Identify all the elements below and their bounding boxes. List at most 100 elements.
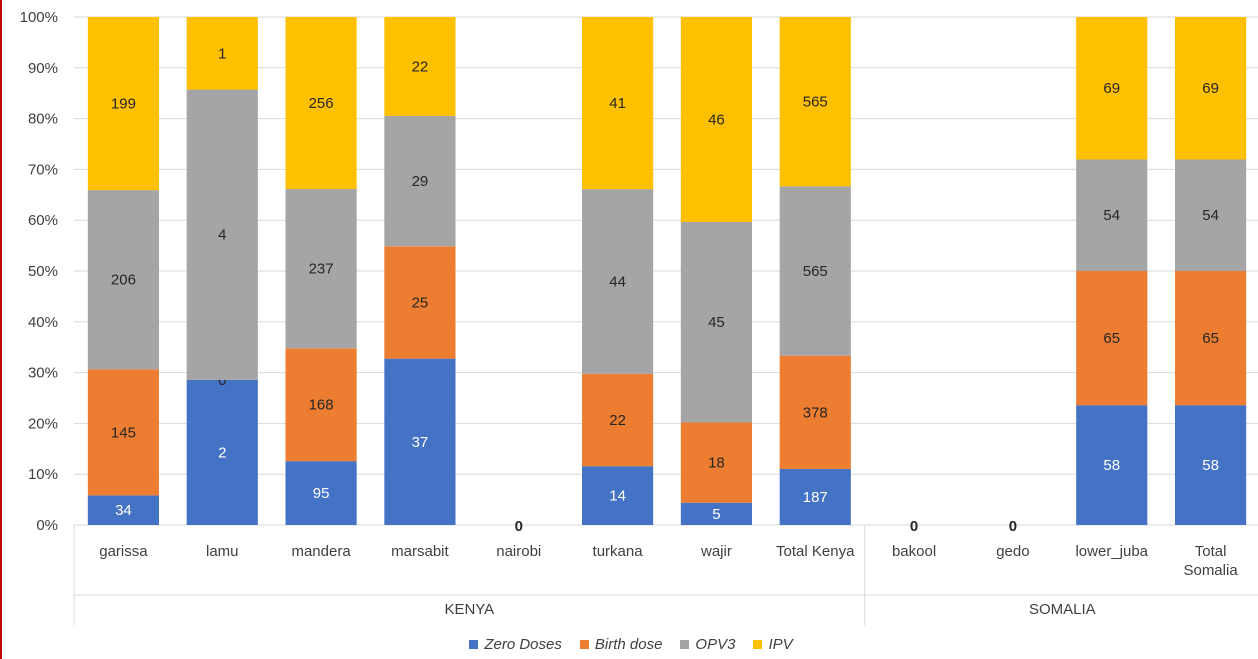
data-label: 58 bbox=[1202, 457, 1219, 474]
data-label: 95 bbox=[313, 485, 330, 502]
bar-segment-ipv bbox=[285, 17, 357, 190]
data-label: 0 bbox=[515, 518, 523, 535]
data-label: 168 bbox=[309, 397, 334, 414]
data-label: 237 bbox=[309, 261, 334, 278]
bar-segment-zero-doses bbox=[779, 468, 851, 525]
bar-segment-opv3 bbox=[779, 186, 851, 356]
bar-segment-zero-doses bbox=[1076, 405, 1148, 525]
data-label: 41 bbox=[609, 95, 626, 112]
legend-swatch bbox=[469, 640, 479, 649]
data-label: 565 bbox=[803, 263, 828, 280]
legend: Zero Doses Birth dose OPV3 IPV bbox=[2, 636, 1258, 653]
bar-segment-opv3 bbox=[582, 189, 654, 374]
data-label: 0 bbox=[1009, 518, 1017, 535]
data-label: 5 bbox=[712, 506, 720, 523]
bar-segment-opv3 bbox=[384, 115, 456, 247]
data-label: 22 bbox=[609, 412, 626, 429]
bar-segment-birth-dose bbox=[87, 369, 159, 496]
bar-segment-zero-doses bbox=[87, 495, 159, 525]
stacked-bar-chart: 0%10%20%30%40%50%60%70%80%90%100%3414520… bbox=[20, 9, 1258, 625]
legend-item: Birth dose bbox=[579, 636, 663, 653]
bar-segment-zero-doses bbox=[384, 358, 456, 525]
y-tick-label: 0% bbox=[36, 517, 58, 534]
category-label: bakool bbox=[892, 543, 936, 560]
category-label: Total bbox=[1195, 543, 1227, 560]
data-label: 54 bbox=[1202, 207, 1219, 224]
data-label: 65 bbox=[1202, 330, 1219, 347]
bar-segment-birth-dose bbox=[384, 246, 456, 359]
data-label: 69 bbox=[1103, 80, 1120, 97]
legend-label: Birth dose bbox=[594, 636, 663, 653]
bar-segment-ipv bbox=[582, 17, 654, 190]
bar-segment-zero-doses bbox=[186, 379, 258, 525]
y-tick-label: 50% bbox=[28, 263, 58, 280]
data-label: 1 bbox=[218, 45, 226, 62]
group-label: SOMALIA bbox=[1029, 601, 1096, 618]
data-label: 58 bbox=[1103, 457, 1120, 474]
data-label: 4 bbox=[218, 227, 226, 244]
category-label: lower_juba bbox=[1075, 543, 1148, 560]
data-label: 199 bbox=[111, 96, 136, 113]
data-label: 69 bbox=[1202, 80, 1219, 97]
bar-segment-zero-doses bbox=[285, 461, 357, 525]
category-label: gedo bbox=[996, 543, 1029, 560]
data-label: 44 bbox=[609, 273, 626, 290]
data-label: 22 bbox=[412, 58, 429, 75]
bar-segment-ipv bbox=[186, 17, 258, 90]
group-label: KENYA bbox=[444, 601, 494, 618]
bar-segment-opv3 bbox=[680, 221, 752, 423]
legend-item: IPV bbox=[753, 636, 793, 653]
y-tick-label: 60% bbox=[28, 212, 58, 229]
legend-label: Zero Doses bbox=[484, 636, 562, 653]
y-tick-label: 100% bbox=[20, 9, 58, 26]
category-label: garissa bbox=[99, 543, 148, 560]
data-label: 0 bbox=[910, 518, 918, 535]
bar-segment-opv3 bbox=[285, 189, 357, 349]
data-label: 45 bbox=[708, 314, 725, 331]
data-label: 256 bbox=[309, 95, 334, 112]
data-label: 378 bbox=[803, 404, 828, 421]
bar-segment-zero-doses bbox=[1175, 405, 1247, 525]
data-label: 54 bbox=[1103, 207, 1120, 224]
y-tick-label: 30% bbox=[28, 365, 58, 382]
bar-segment-zero-doses bbox=[680, 502, 752, 525]
bar-segment-birth-dose bbox=[680, 422, 752, 503]
category-label: nairobi bbox=[496, 543, 541, 560]
bar-segment-birth-dose bbox=[582, 373, 654, 467]
y-tick-label: 90% bbox=[28, 60, 58, 77]
bar-segment-ipv bbox=[1076, 17, 1148, 160]
bar-segment-zero-doses bbox=[582, 466, 654, 525]
legend-label: OPV3 bbox=[695, 636, 736, 653]
bar-segment-ipv bbox=[680, 17, 752, 222]
data-label: 187 bbox=[803, 489, 828, 506]
legend-item: Zero Doses bbox=[469, 636, 562, 653]
data-label: 2 bbox=[218, 444, 226, 461]
bar-segment-birth-dose bbox=[779, 355, 851, 469]
bar-segment-birth-dose bbox=[1175, 271, 1247, 406]
category-label: Somalia bbox=[1183, 562, 1238, 579]
legend-item: OPV3 bbox=[680, 636, 735, 653]
data-label: 18 bbox=[708, 455, 725, 472]
bar-segment-opv3 bbox=[1076, 159, 1148, 271]
category-label: lamu bbox=[206, 543, 239, 560]
bar-segment-opv3 bbox=[87, 190, 159, 370]
category-label: Total Kenya bbox=[776, 543, 855, 560]
data-label: 46 bbox=[708, 111, 725, 128]
y-tick-label: 70% bbox=[28, 161, 58, 178]
y-tick-label: 40% bbox=[28, 314, 58, 331]
bar-segment-ipv bbox=[779, 17, 851, 187]
bar-segment-ipv bbox=[384, 17, 456, 116]
data-label: 206 bbox=[111, 272, 136, 289]
bar-segment-ipv bbox=[87, 17, 159, 191]
category-label: mandera bbox=[291, 543, 351, 560]
legend-swatch bbox=[680, 640, 690, 649]
category-label: marsabit bbox=[391, 543, 449, 560]
bar-segment-opv3 bbox=[186, 89, 258, 380]
legend-label: IPV bbox=[768, 636, 793, 653]
bar-segment-birth-dose bbox=[1076, 271, 1148, 406]
data-label: 145 bbox=[111, 424, 136, 441]
y-tick-label: 10% bbox=[28, 466, 58, 483]
category-label: wajir bbox=[700, 543, 732, 560]
data-label: 37 bbox=[412, 434, 429, 451]
